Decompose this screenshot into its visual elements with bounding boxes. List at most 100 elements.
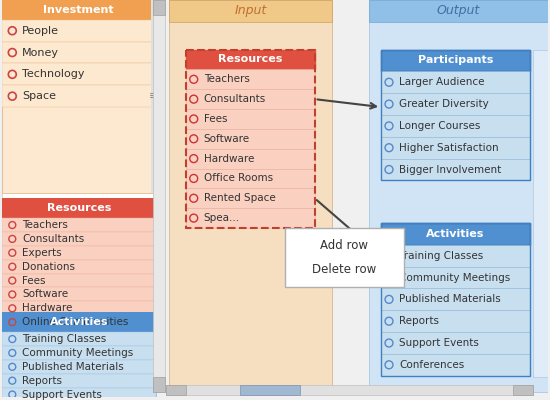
Bar [2, 64, 156, 85]
Text: Experts: Experts [22, 248, 62, 258]
Text: Reports: Reports [399, 316, 439, 326]
Text: Longer Courses: Longer Courses [399, 121, 480, 131]
Bar [2, 198, 156, 312]
Bar [2, 232, 156, 246]
Text: Output: Output [437, 4, 480, 18]
Bar [381, 71, 530, 93]
Bar [186, 208, 315, 228]
Bar [186, 168, 315, 188]
Text: Online Communities: Online Communities [22, 317, 129, 327]
Bar [2, 374, 156, 388]
Text: Software: Software [204, 134, 250, 144]
Bar [186, 129, 315, 149]
Bar [169, 0, 333, 22]
Bar [381, 332, 530, 354]
Text: Consultants: Consultants [204, 94, 266, 104]
Text: Higher Satisfaction: Higher Satisfaction [399, 143, 498, 153]
Bar [240, 385, 300, 394]
Bar [381, 159, 530, 180]
Bar [381, 223, 530, 245]
Bar [381, 245, 530, 267]
Bar [186, 50, 315, 69]
Text: Published Materials: Published Materials [22, 362, 124, 372]
Text: Training Classes: Training Classes [22, 334, 107, 344]
Text: Spea...: Spea... [204, 213, 240, 223]
Text: People: People [22, 26, 59, 36]
Bar [151, 0, 156, 193]
Text: Support Events: Support Events [399, 338, 479, 348]
Bar [153, 0, 165, 392]
Bar [166, 385, 186, 394]
Bar [186, 50, 315, 228]
Text: Bigger Involvement: Bigger Involvement [399, 164, 501, 174]
Bar [381, 50, 530, 71]
Bar [186, 69, 315, 89]
Bar [186, 188, 315, 208]
Text: Donations: Donations [22, 262, 75, 272]
Text: Conferences: Conferences [399, 360, 464, 370]
Text: Larger Audience: Larger Audience [399, 77, 485, 87]
Text: Software: Software [22, 290, 68, 300]
Bar [2, 346, 156, 360]
Bar [381, 115, 530, 137]
Bar [381, 50, 530, 180]
Text: ≡: ≡ [148, 91, 158, 101]
Bar [381, 93, 530, 115]
Text: Fees: Fees [22, 276, 46, 286]
Text: Community Meetings: Community Meetings [399, 272, 510, 282]
Text: Rented Space: Rented Space [204, 193, 276, 203]
Text: Consultants: Consultants [22, 234, 85, 244]
Bar [2, 260, 156, 274]
Bar [533, 50, 548, 377]
Bar [2, 332, 156, 346]
Text: Greater Diversity: Greater Diversity [399, 99, 488, 109]
Text: Investment: Investment [43, 5, 114, 15]
Text: Space: Space [22, 91, 56, 101]
Bar [513, 385, 533, 394]
Text: Training Classes: Training Classes [399, 251, 483, 261]
Text: Resources: Resources [218, 54, 282, 64]
Text: Delete row: Delete row [312, 263, 377, 276]
Text: Reports: Reports [22, 376, 62, 386]
Bar [2, 301, 156, 315]
Text: Fees: Fees [204, 114, 227, 124]
Bar [381, 310, 530, 332]
Bar [2, 42, 156, 64]
Text: Hardware: Hardware [22, 303, 73, 313]
Bar [186, 149, 315, 168]
Bar [2, 246, 156, 260]
Bar [186, 89, 315, 109]
Bar [381, 223, 530, 376]
Bar [153, 377, 165, 392]
Text: Add row: Add row [321, 239, 368, 252]
Bar [2, 198, 156, 218]
Bar [169, 0, 333, 392]
Text: Hardware: Hardware [204, 154, 254, 164]
Text: Published Materials: Published Materials [399, 294, 500, 304]
Text: Resources: Resources [47, 203, 111, 213]
Bar [2, 0, 156, 193]
Bar [2, 312, 156, 396]
Bar [153, 0, 165, 15]
Bar [381, 267, 530, 288]
Bar [2, 218, 156, 232]
Text: Activities: Activities [426, 229, 485, 239]
Bar [285, 228, 404, 288]
Bar [2, 315, 156, 329]
Bar [2, 85, 156, 107]
Bar [166, 385, 533, 394]
Bar [2, 274, 156, 288]
Text: Office Rooms: Office Rooms [204, 174, 273, 184]
Text: Teachers: Teachers [22, 220, 68, 230]
Text: Support Events: Support Events [22, 390, 102, 400]
Bar [2, 20, 156, 42]
Text: Money: Money [22, 48, 59, 58]
Bar [369, 0, 548, 392]
Text: Activities: Activities [50, 317, 108, 327]
Bar [186, 109, 315, 129]
Bar [2, 0, 156, 392]
Bar [381, 288, 530, 310]
Bar [2, 360, 156, 374]
Text: Participants: Participants [418, 56, 493, 66]
Bar [2, 312, 156, 332]
